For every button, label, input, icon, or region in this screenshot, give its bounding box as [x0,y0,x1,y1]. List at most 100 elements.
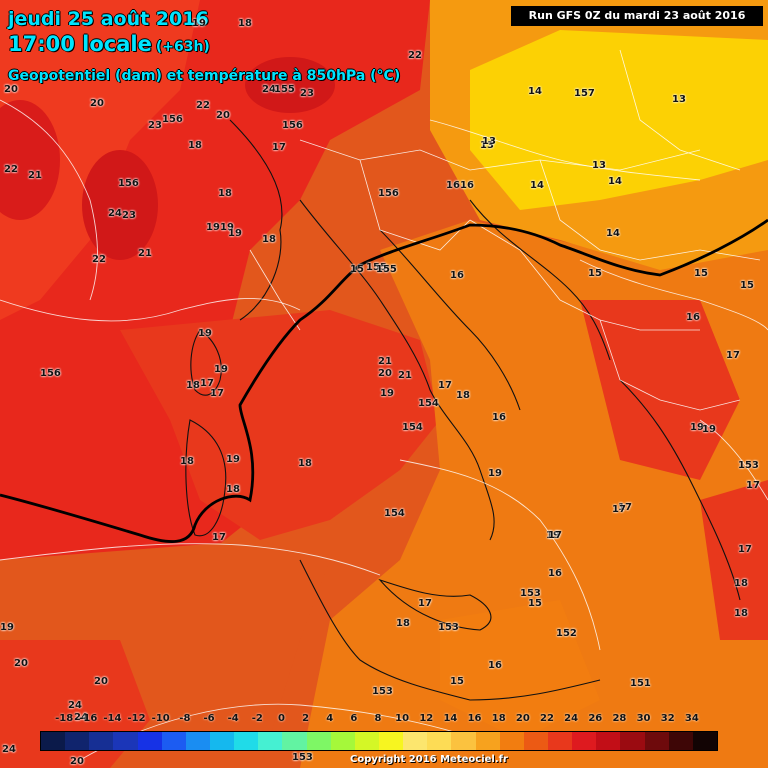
map-value-label: 153 [372,686,393,697]
legend-tick-label: 28 [612,713,627,724]
map-value-label: 20 [70,756,84,767]
map-value-label: 16 [686,312,700,323]
temperature-zone-aegean [700,480,768,640]
map-value-label: 19 [206,222,220,233]
map-value-label: 20 [14,658,28,669]
coastline-sicily [378,578,492,631]
legend-tick-label: -8 [179,713,191,724]
map-value-label: 18 [186,380,200,391]
map-value-label: 24 [68,700,82,711]
legend-swatch [547,732,573,750]
legend-swatch [306,732,331,750]
map-value-label: 19 [702,424,716,435]
map-value-label: 156 [40,368,61,379]
legend-swatch [378,732,404,750]
legend-tick-label: 12 [419,713,434,724]
map-value-label: 17 [210,388,224,399]
coastline-italy-west [299,199,495,541]
legend-swatch [692,732,717,750]
hot-core-france [245,57,335,113]
map-value-label: 156 [162,114,183,125]
map-value-label: 22 [4,164,18,175]
map-value-label: 153 [520,588,541,599]
map-value-label: 15 [450,676,464,687]
legend-swatch [596,732,621,750]
legend-tick-label: 0 [277,713,285,724]
map-value-label: 18 [226,484,240,495]
map-value-label: 153 [738,460,759,471]
coastline-north-africa [299,559,601,701]
legend-swatch [137,732,162,750]
legend-swatch [620,732,645,750]
map-value-label: 20 [90,98,104,109]
map-value-label: 21 [28,170,42,181]
map-value-label: 20 [378,368,392,379]
parameter-title: Geopotentiel (dam) et température à 850h… [8,68,401,84]
map-value-label: 13 [592,160,606,171]
coastline-italy-east [379,229,521,411]
map-value-label: 152 [556,628,577,639]
legend-tick-label: -14 [103,713,122,724]
map-value-label: 18 [396,618,410,629]
legend-swatch [113,732,138,750]
map-value-label: 19 [220,222,234,233]
legend-tick-label: 8 [374,713,382,724]
legend-tick-label: -2 [251,713,263,724]
map-value-label: 17 [548,530,562,541]
map-value-label: 17 [726,350,740,361]
legend-tick-label: 22 [540,713,554,724]
copyright: Copyright 2016 Meteociel.fr [350,754,508,765]
map-value-label: 22 [408,50,422,61]
map-value-label: 21 [398,370,412,381]
legend-tick-label: 4 [326,713,334,724]
legend-swatch [523,732,548,750]
map-value-label: 17 [200,378,214,389]
map-value-label: 24 [2,744,16,755]
map-value-label: 18 [188,140,202,151]
map-value-label: 156 [118,178,139,189]
legend-tick-label: 2 [302,713,310,724]
map-value-label: 14 [530,180,544,191]
temperature-isolines [0,99,768,761]
map-value-label: 21 [378,356,392,367]
map-value-label: 16 [548,568,562,579]
legend-tick-label: 14 [443,713,458,724]
map-value-label: 24 [262,84,276,95]
map-value-label: 153 [292,752,313,763]
legend-tick-label: -18 [55,713,74,724]
legend-swatch [234,732,259,750]
map-value-label: 16 [450,270,464,281]
map-value-label: 13 [672,94,686,105]
map-value-label: 155 [274,84,295,95]
map-value-label: 18 [218,188,232,199]
legend-tick-label: 6 [350,713,358,724]
map-value-label: 19 [226,454,240,465]
map-value-label: 19 [380,388,394,399]
map-value-label: 18 [262,234,276,245]
map-value-label: 17 [738,544,752,555]
map-value-label: 22 [196,100,210,111]
legend-swatch [282,732,307,750]
map-value-label: 18 [180,456,194,467]
legend-swatch [209,732,235,750]
legend-tick-label: 10 [395,713,410,724]
temperature-zone-central-europe [470,30,768,210]
temperature-zone-libyan-sea [440,600,600,740]
map-value-label: 15 [350,264,364,275]
map-value-label: 15 [528,598,542,609]
legend-swatch [41,732,66,750]
map-value-label: 18 [238,18,252,29]
map-value-label: 17 [612,504,626,515]
map-value-label: 18 [734,608,748,619]
map-value-label: 151 [630,678,651,689]
map-value-label: 15 [694,268,708,279]
legend-tick-label: -6 [203,713,215,724]
map-value-label: 20 [94,676,108,687]
legend-swatch [451,732,476,750]
map-value-label: 24 [74,712,88,723]
map-value-label: 156 [282,120,303,131]
map-value-label: 23 [148,120,162,131]
map-value-label: 16 [492,412,506,423]
map-value-label: 14 [528,86,542,97]
